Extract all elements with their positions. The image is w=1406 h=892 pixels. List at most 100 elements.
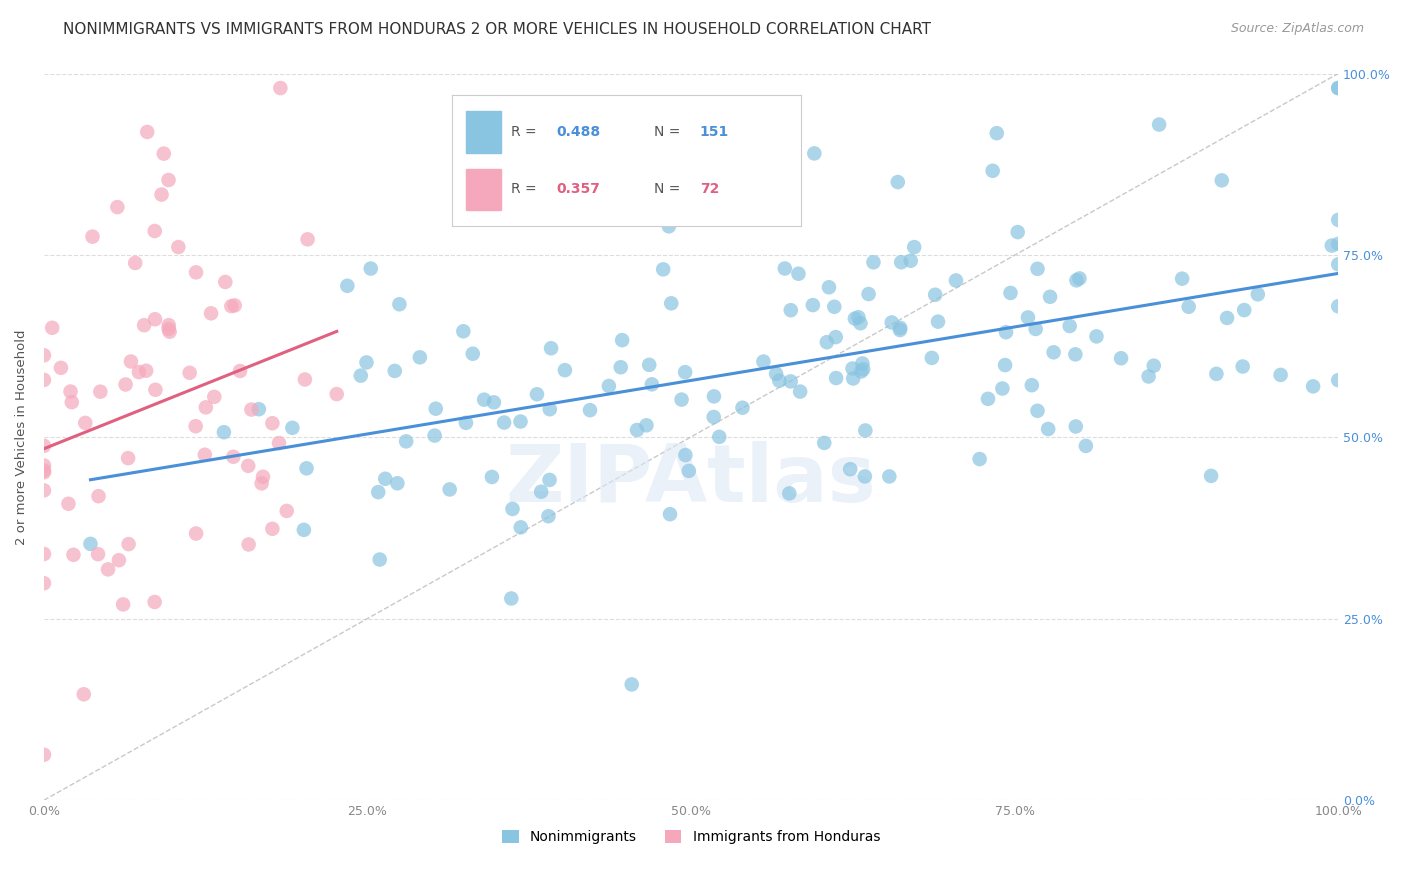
Point [238, 458, 260, 473]
Point [252, 470, 274, 484]
Point [238, 537, 260, 551]
Point [1085, 329, 1108, 343]
Point [1302, 379, 1324, 393]
Point [773, 261, 796, 276]
Point [1327, 81, 1350, 95]
Point [671, 392, 693, 407]
Point [638, 358, 661, 372]
Point [325, 387, 347, 401]
Point [247, 402, 270, 417]
Point [765, 367, 787, 381]
Point [647, 172, 669, 186]
Point [841, 361, 863, 376]
Point [887, 175, 910, 189]
Point [659, 296, 682, 310]
Point [1327, 257, 1350, 271]
Point [538, 473, 561, 487]
Point [1025, 322, 1047, 336]
Point [1211, 173, 1233, 187]
Point [167, 240, 190, 254]
Point [1000, 285, 1022, 300]
Point [124, 256, 146, 270]
Point [374, 472, 396, 486]
Point [388, 297, 411, 311]
Point [1007, 225, 1029, 239]
Point [678, 464, 700, 478]
Point [673, 448, 696, 462]
Point [262, 416, 284, 430]
Point [184, 526, 207, 541]
Point [1177, 300, 1199, 314]
Point [294, 372, 316, 386]
Point [880, 316, 903, 330]
Point [851, 364, 873, 378]
Point [720, 211, 742, 225]
Point [276, 504, 298, 518]
Point [250, 476, 273, 491]
Point [849, 316, 872, 330]
Point [924, 287, 946, 301]
Point [779, 375, 801, 389]
Point [212, 425, 235, 440]
Point [981, 163, 1004, 178]
Point [994, 358, 1017, 372]
Point [1026, 261, 1049, 276]
Point [367, 485, 389, 500]
Point [778, 486, 800, 500]
Point [157, 322, 180, 336]
Point [803, 146, 825, 161]
Point [903, 240, 925, 254]
Point [221, 299, 243, 313]
Point [1327, 212, 1350, 227]
Point [1199, 468, 1222, 483]
Point [423, 428, 446, 442]
Point [1069, 271, 1091, 285]
Point [1066, 273, 1088, 287]
Point [1171, 271, 1194, 285]
Point [240, 402, 263, 417]
Point [267, 436, 290, 450]
Point [889, 321, 911, 335]
Point [128, 365, 150, 379]
Point [526, 387, 548, 401]
Point [540, 341, 562, 355]
Point [112, 598, 135, 612]
Point [1064, 347, 1087, 361]
Point [143, 224, 166, 238]
Point [120, 354, 142, 368]
Point [703, 389, 725, 403]
Point [853, 424, 876, 438]
Point [848, 310, 870, 325]
Point [114, 377, 136, 392]
Point [159, 325, 181, 339]
Point [501, 591, 523, 606]
Point [136, 125, 159, 139]
Point [295, 461, 318, 475]
Point [453, 324, 475, 338]
Point [194, 401, 217, 415]
Point [49, 360, 72, 375]
Point [862, 255, 884, 269]
Point [1233, 303, 1256, 318]
Point [135, 364, 157, 378]
Point [32, 458, 55, 473]
Point [652, 262, 675, 277]
Point [509, 520, 531, 534]
Point [1247, 287, 1270, 301]
Point [202, 390, 225, 404]
Point [150, 187, 173, 202]
Point [779, 303, 801, 318]
Point [1026, 404, 1049, 418]
Point [537, 509, 560, 524]
Point [844, 311, 866, 326]
Point [703, 409, 725, 424]
Point [200, 306, 222, 320]
Point [157, 318, 180, 333]
Point [336, 278, 359, 293]
Point [281, 421, 304, 435]
Point [179, 366, 201, 380]
Point [461, 347, 484, 361]
Point [991, 382, 1014, 396]
Point [117, 451, 139, 466]
Point [387, 476, 409, 491]
